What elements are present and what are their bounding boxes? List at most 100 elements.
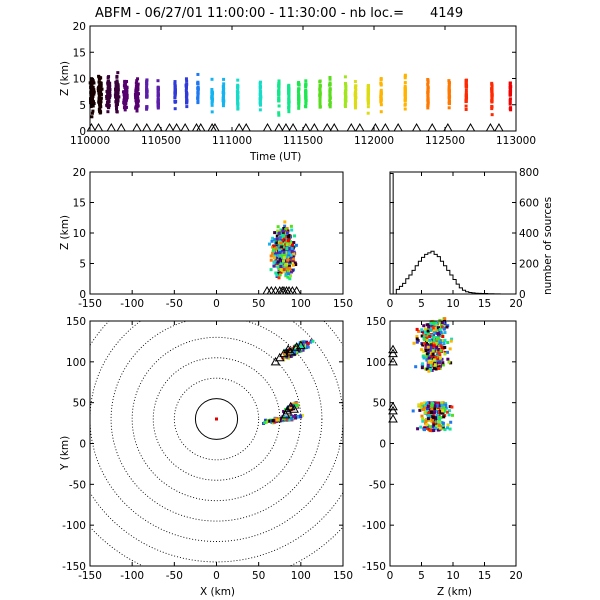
z-y-source — [443, 428, 447, 432]
x-height-source — [275, 234, 279, 238]
plan-view-source — [300, 344, 304, 348]
time-height-source — [447, 96, 451, 100]
z-y-source — [446, 341, 450, 345]
z-y-source — [433, 416, 437, 420]
time-height-source — [318, 86, 322, 90]
time-height-source — [403, 90, 407, 94]
time-height-source — [115, 74, 119, 78]
x-height-source — [281, 238, 285, 242]
x-height-source — [278, 236, 282, 240]
z-y-source — [439, 349, 443, 353]
x-height-source — [280, 252, 284, 256]
z-y-source — [420, 328, 424, 332]
x-tick-label: -100 — [120, 570, 144, 582]
x-height-source — [290, 228, 294, 232]
plan-view-source — [285, 417, 289, 421]
z-y-source — [424, 340, 428, 344]
z-y-source — [420, 334, 424, 338]
time-height-source — [106, 110, 110, 114]
time-height-source — [403, 84, 407, 88]
time-height-source — [221, 104, 225, 108]
y-tick-label: 150 — [66, 316, 86, 328]
time-height-source — [343, 102, 347, 106]
x-tick-label: 5 — [418, 570, 425, 582]
plan-view-source — [297, 344, 301, 348]
time-height-source — [135, 79, 139, 83]
z-y-source — [425, 358, 429, 362]
z-y-source — [423, 404, 427, 408]
time-height-xlabel: Time (UT) — [249, 151, 301, 163]
station-marker — [309, 122, 320, 132]
time-height-source — [210, 94, 214, 98]
x-height-source — [283, 235, 287, 239]
station-marker — [465, 122, 476, 132]
z-y-source — [423, 421, 427, 425]
z-y-source — [433, 326, 437, 330]
time-height-source — [354, 93, 358, 97]
time-height-source — [304, 85, 308, 89]
z-y-source — [432, 366, 436, 370]
y-tick-label: 15 — [73, 47, 86, 59]
z-y-panel: 0 5 10 15 20 -150 -100 -50 0 50 100 150 Z (km) — [362, 316, 523, 598]
z-y-source — [431, 418, 435, 422]
time-height-source — [221, 101, 225, 105]
x-height-source — [287, 253, 291, 257]
time-height-source — [173, 82, 177, 86]
plan-view-source — [287, 418, 291, 422]
z-y-source — [438, 420, 442, 424]
z-y-source — [443, 345, 447, 349]
y-tick-label: 100 — [66, 357, 86, 369]
x-height-source — [282, 234, 286, 238]
z-y-source — [436, 401, 440, 405]
x-height-source — [285, 231, 289, 235]
time-height-source — [125, 85, 129, 89]
time-height-source — [343, 75, 347, 79]
z-y-source — [436, 326, 440, 330]
x-height-source — [286, 258, 290, 262]
time-height-source — [447, 79, 451, 83]
time-height-source — [258, 87, 262, 91]
z-y-source — [429, 361, 433, 365]
z-y-source — [426, 345, 430, 349]
time-height-source — [508, 93, 512, 97]
time-height-source — [379, 81, 383, 85]
z-y-source — [439, 330, 443, 334]
time-height-source — [210, 92, 214, 96]
x-height-source — [274, 251, 278, 255]
x-height-source — [294, 243, 298, 247]
x-height-source — [279, 241, 283, 245]
z-y-source — [441, 339, 445, 343]
time-height-source — [196, 91, 200, 95]
time-height-source — [123, 94, 127, 98]
z-y-source — [436, 328, 440, 332]
time-height-source — [297, 88, 301, 92]
x-height-source — [287, 264, 291, 268]
x-height-source — [277, 276, 281, 280]
time-height-source — [106, 79, 110, 83]
time-height-source — [156, 79, 160, 83]
time-height-source — [116, 88, 120, 92]
x-tick-label: -100 — [120, 298, 144, 310]
time-height-source — [221, 88, 225, 92]
time-height-source — [98, 91, 102, 95]
y-tick-label: 20 — [73, 167, 86, 179]
plan-view-source — [268, 419, 272, 423]
z-y-source — [415, 337, 419, 341]
time-height-source — [297, 101, 301, 105]
z-y-source — [426, 410, 430, 414]
z-y-source — [421, 362, 425, 366]
x-height-ylabel: Z (km) — [59, 215, 71, 250]
time-height-source — [115, 92, 119, 96]
station-marker — [266, 285, 277, 295]
time-height-source — [426, 106, 430, 110]
time-height-source — [145, 78, 149, 82]
z-y-source — [431, 326, 435, 330]
x-tick-label: 0 — [387, 570, 394, 582]
z-y-source — [425, 352, 429, 356]
time-height-source — [106, 103, 110, 107]
time-height-source — [107, 93, 111, 97]
time-height-source — [277, 79, 281, 83]
station-marker — [329, 122, 340, 132]
time-height-source — [123, 81, 127, 85]
